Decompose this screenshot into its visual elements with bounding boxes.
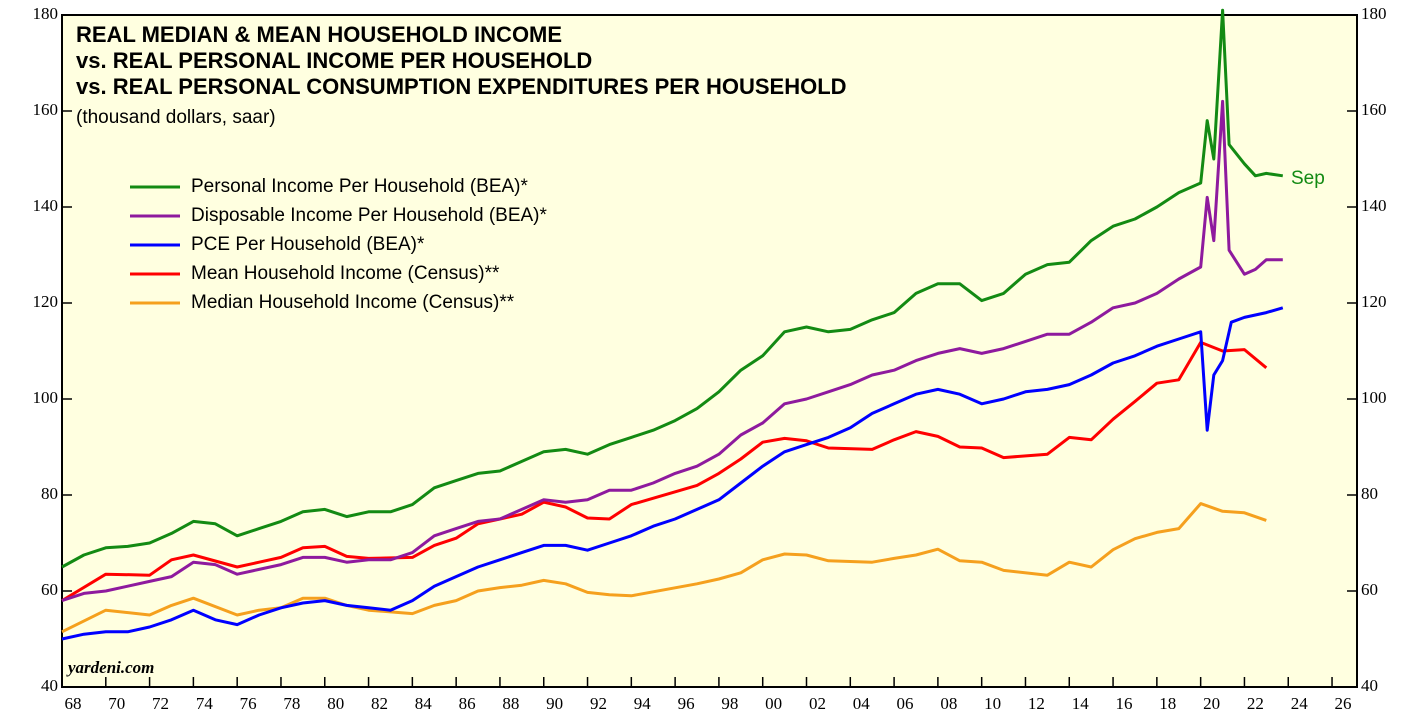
legend-label: Mean Household Income (Census)** [191,263,500,284]
x-tick-label: 08 [940,694,957,713]
x-tick-label: 02 [809,694,826,713]
source: yardeni.com [66,658,154,677]
x-tick-label: 78 [283,694,300,713]
series-line [61,306,1284,641]
y-tick-label: 160 [33,100,59,119]
title-line: REAL MEDIAN & MEAN HOUSEHOLD INCOME [76,22,562,47]
title-line: vs. REAL PERSONAL CONSUMPTION EXPENDITUR… [76,74,847,99]
y2-tick-label: 140 [1361,196,1387,215]
legend-label: Median Household Income (Census)** [191,292,515,313]
x-tick-label: 14 [1072,694,1090,713]
x-tick-label: 72 [152,694,169,713]
x-tick-label: 26 [1334,694,1351,713]
title-line: vs. REAL PERSONAL INCOME PER HOUSEHOLD [76,48,592,73]
x-tick-label: 04 [853,694,871,713]
y-tick-label: 100 [33,388,59,407]
x-tick-label: 16 [1116,694,1133,713]
y2-tick-label: 160 [1361,100,1387,119]
lines [61,8,1284,641]
x-tick-label: 90 [546,694,563,713]
x-tick-label: 74 [196,694,214,713]
x-tick-label: 18 [1159,694,1176,713]
y2-tick-label: 120 [1361,292,1387,311]
y2-tick-label: 80 [1361,484,1378,503]
x-tick-label: 80 [327,694,344,713]
y2-tick-label: 100 [1361,388,1387,407]
x-tick-label: 12 [1028,694,1045,713]
plot-area [61,14,1358,688]
y-tick-label: 80 [41,484,58,503]
series-line [61,99,1283,603]
annotation: Sep [1291,168,1325,189]
x-tick-label: 82 [371,694,388,713]
y-tick-label: 120 [33,292,59,311]
y-tick-label: 60 [41,580,58,599]
series-line [61,502,1267,634]
legend-label: Personal Income Per Household (BEA)* [191,176,528,197]
x-tick-label: 96 [678,694,695,713]
series-line [61,8,1284,569]
x-tick-label: 24 [1291,694,1309,713]
x-tick-label: 98 [721,694,738,713]
y2-tick-label: 40 [1361,676,1378,695]
x-tick-label: 00 [765,694,782,713]
legend-label: PCE Per Household (BEA)* [191,234,425,255]
y-tick-label: 180 [33,4,59,23]
y-tick-label: 140 [33,196,59,215]
x-tick-label: 68 [64,694,81,713]
x-tick-label: 06 [897,694,914,713]
x-tick-label: 84 [415,694,433,713]
subtitle: (thousand dollars, saar) [76,107,276,128]
legend-label: Disposable Income Per Household (BEA)* [191,205,548,226]
y2-tick-label: 60 [1361,580,1378,599]
series-line [61,340,1268,602]
x-tick-label: 20 [1203,694,1220,713]
x-tick-label: 70 [108,694,125,713]
x-tick-label: 92 [590,694,607,713]
x-tick-label: 86 [459,694,476,713]
x-tick-label: 94 [634,694,652,713]
x-tick-label: 88 [502,694,519,713]
x-tick-label: 22 [1247,694,1264,713]
x-tick-label: 76 [240,694,257,713]
x-tick-label: 10 [984,694,1001,713]
y-tick-label: 40 [41,676,58,695]
y2-tick-label: 180 [1361,4,1387,23]
